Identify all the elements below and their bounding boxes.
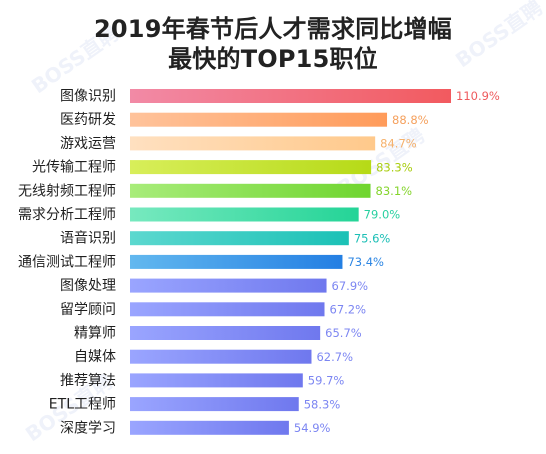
- chart-title: 2019年春节后人才需求同比增幅 最快的TOP15职位: [0, 14, 546, 74]
- data-label: 84.7%: [380, 137, 417, 151]
- data-label: 83.3%: [376, 160, 413, 174]
- data-label: 62.7%: [316, 350, 353, 364]
- data-label: 83.1%: [376, 184, 413, 198]
- bar: [130, 326, 321, 340]
- data-label: 59.7%: [308, 374, 345, 388]
- category-label: ETL工程师: [49, 397, 116, 413]
- bar: [130, 349, 312, 364]
- category-label: 语音识别: [60, 230, 116, 247]
- bar: [130, 254, 343, 269]
- category-label: 医药研发: [60, 112, 116, 128]
- bar: [130, 373, 303, 388]
- category-label: 无线射频工程师: [18, 183, 116, 199]
- data-label: 58.3%: [304, 397, 341, 411]
- data-label: 88.8%: [392, 113, 429, 127]
- category-label: 留学顾问: [60, 302, 116, 318]
- data-label: 75.6%: [354, 231, 391, 245]
- category-label: 光传输工程师: [32, 160, 116, 176]
- category-label: 图像处理: [60, 278, 116, 294]
- category-label: 自媒体: [74, 349, 116, 365]
- category-label: 推荐算法: [60, 373, 116, 389]
- category-label: 图像识别: [60, 89, 116, 105]
- data-label: 54.9%: [294, 421, 331, 435]
- category-label: 深度学习: [60, 420, 116, 436]
- bar: [130, 397, 299, 412]
- chart-title-line-2: 最快的TOP15职位: [168, 45, 378, 73]
- bar: [130, 160, 372, 175]
- bar: [130, 183, 371, 198]
- bar: [130, 89, 451, 103]
- data-label: 65.7%: [325, 326, 362, 340]
- bar: [130, 207, 359, 222]
- chart-title-line-1: 2019年春节后人才需求同比增幅: [94, 15, 452, 43]
- bar: [130, 136, 376, 151]
- category-label: 需求分析工程师: [18, 207, 116, 223]
- category-label: 游戏运营: [60, 136, 116, 152]
- data-label: 73.4%: [347, 255, 384, 269]
- category-label: 通信测试工程师: [18, 254, 116, 270]
- bar: [130, 231, 349, 246]
- bar: [130, 420, 289, 435]
- category-label: 精算师: [74, 326, 116, 342]
- data-label: 67.9%: [332, 279, 369, 293]
- bar: [130, 112, 388, 127]
- data-label: 79.0%: [364, 208, 401, 222]
- bar: [130, 278, 327, 293]
- bar: [130, 302, 325, 317]
- data-label: 110.9%: [456, 89, 500, 103]
- data-label: 67.2%: [330, 303, 367, 317]
